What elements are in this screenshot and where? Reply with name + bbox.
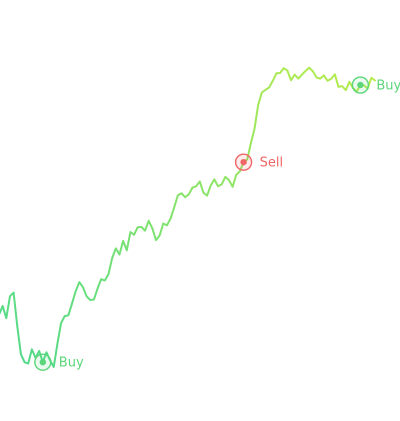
sell-marker-dot	[240, 158, 247, 166]
sell-marker: Sell	[234, 153, 283, 171]
trade-markers: Buy Sell Buy	[34, 76, 400, 371]
buy-marker: Buy	[351, 76, 400, 94]
buy-marker-label: Buy	[59, 356, 84, 371]
buy-marker-dot	[357, 81, 364, 89]
sell-marker-label: Sell	[260, 156, 283, 171]
buy-marker-label: Buy	[376, 79, 400, 94]
price-line	[0, 66, 376, 368]
buy-marker: Buy	[34, 353, 84, 371]
buy-marker-dot	[39, 358, 47, 366]
